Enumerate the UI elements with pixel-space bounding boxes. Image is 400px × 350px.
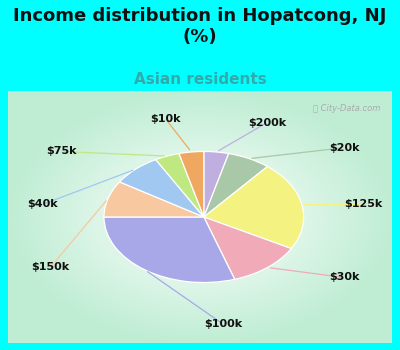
Wedge shape [120, 160, 204, 217]
Text: $150k: $150k [31, 262, 69, 272]
Text: $100k: $100k [204, 319, 242, 329]
Wedge shape [179, 152, 204, 217]
Text: $200k: $200k [248, 118, 286, 127]
Text: $40k: $40k [27, 199, 58, 209]
Wedge shape [204, 154, 268, 217]
Wedge shape [204, 167, 304, 248]
Text: Income distribution in Hopatcong, NJ
(%): Income distribution in Hopatcong, NJ (%) [13, 7, 387, 46]
Text: $20k: $20k [329, 143, 359, 153]
Text: $75k: $75k [46, 147, 77, 156]
Wedge shape [204, 152, 229, 217]
Wedge shape [204, 217, 291, 279]
Text: $10k: $10k [150, 114, 181, 124]
Wedge shape [104, 217, 235, 282]
Text: $125k: $125k [344, 199, 382, 209]
Text: $30k: $30k [329, 273, 359, 282]
Text: ⓘ City-Data.com: ⓘ City-Data.com [313, 104, 380, 113]
Wedge shape [156, 154, 204, 217]
Text: Asian residents: Asian residents [134, 72, 266, 88]
Wedge shape [104, 182, 204, 217]
